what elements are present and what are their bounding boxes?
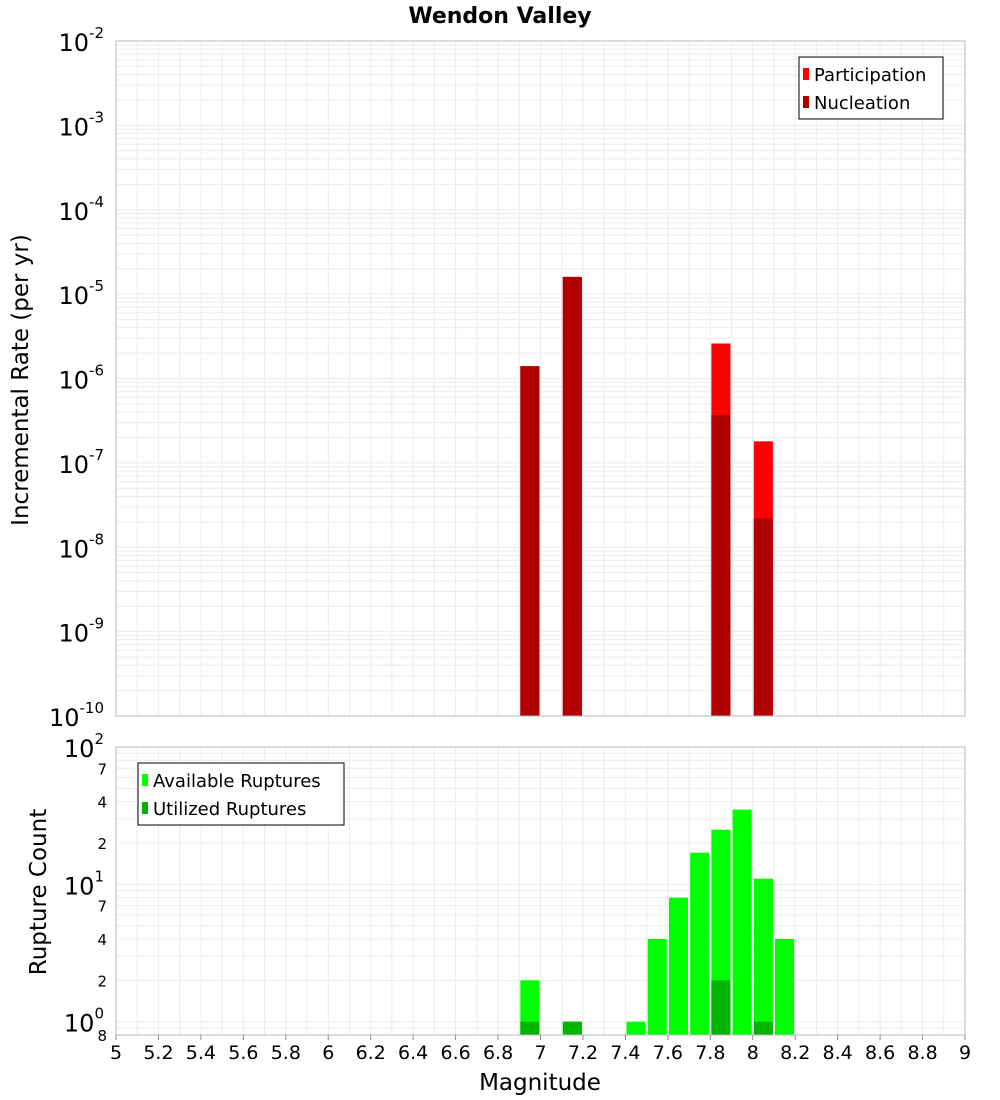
x-tick-label: 6 [322,1042,334,1064]
y-tick-label: 100 [64,1005,104,1038]
rate-plot-frame [115,40,966,717]
rate-y-ticks: 10-10 10-9 10-8 10-7 10-6 10-5 10-4 10-3 10-2 [49,24,104,732]
bar-available-ruptures [626,1021,646,1035]
bar-available-ruptures [732,809,752,1035]
bar-available-ruptures [690,852,710,1035]
bar-utilized-ruptures [753,1021,773,1035]
y-tick-label: 10-9 [58,615,104,648]
bar-nucleation [711,414,731,716]
bar-utilized-ruptures [711,980,731,1035]
x-tick-label: 5.6 [228,1042,258,1064]
legend-swatch [142,802,148,814]
y-tick-label: 4 [97,931,107,949]
bar-nucleation [520,366,540,716]
magnitude-x-ticks: 5 5.2 5.4 5.6 5.8 6 6.2 6.4 6.6 6.8 7 7.2 7.4 7.6 7.8 8… [110,1035,971,1064]
bar-available-ruptures [753,878,773,1035]
legend-label: Participation [814,65,926,86]
y-tick-label: 10-2 [58,24,104,57]
count-plot-bars [520,809,795,1035]
rate-plot-bars [520,276,773,716]
x-tick-label: 8 [747,1042,759,1064]
x-tick-label: 7.6 [653,1042,683,1064]
x-tick-label: 8.8 [907,1042,937,1064]
x-tick-label: 6.4 [398,1042,428,1064]
y-tick-label: 10-6 [58,362,104,395]
x-tick-label: 6.2 [356,1042,386,1064]
count-y-axis-label: Rupture Count [26,809,52,975]
y-tick-label: 4 [97,794,107,812]
magnitude-x-axis-label: Magnitude [479,1070,601,1096]
y-tick-label: 10-3 [58,108,104,141]
legend-label: Nucleation [814,93,910,114]
y-tick-label: 2 [97,972,107,990]
bar-available-ruptures [668,897,689,1035]
x-tick-label: 5.8 [271,1042,301,1064]
bar-nucleation [562,276,582,716]
rate-plot: 10-10 10-9 10-8 10-7 10-6 10-5 10-4 10-3 10-2 In… [8,24,966,732]
count-legend: Available Ruptures Utilized Ruptures [137,762,345,826]
bar-available-ruptures [775,939,795,1035]
x-tick-label: 5 [110,1042,122,1064]
legend-box [798,56,944,120]
y-tick-label: 10-5 [58,277,104,310]
x-tick-label: 8.4 [823,1042,853,1064]
x-tick-label: 6.6 [440,1042,470,1064]
y-tick-label: 10-7 [58,446,104,479]
x-tick-label: 9 [959,1042,971,1064]
x-tick-label: 7.4 [610,1042,640,1064]
rate-legend: Participation Nucleation [798,56,944,120]
x-tick-label: 7.2 [568,1042,598,1064]
bar-utilized-ruptures [520,1021,540,1035]
y-tick-label: 10-10 [49,699,104,732]
chart-title: Wendon Valley [408,4,591,29]
y-tick-label: 7 [97,760,107,778]
x-tick-label: 6.8 [483,1042,513,1064]
y-tick-label: 8 [97,1027,107,1045]
legend-swatch [142,774,148,786]
x-tick-label: 7 [534,1042,546,1064]
y-tick-label: 7 [97,898,107,916]
rate-plot-grid [115,41,966,717]
bar-available-ruptures [647,939,667,1035]
x-tick-label: 5.4 [186,1042,216,1064]
y-tick-label: 2 [97,835,107,853]
x-tick-label: 8.2 [780,1042,810,1064]
legend-label: Utilized Ruptures [153,799,306,820]
bar-utilized-ruptures [562,1021,582,1035]
legend-label: Available Ruptures [153,771,321,792]
y-tick-label: 101 [64,867,104,900]
rate-y-axis-label: Incremental Rate (per yr) [8,234,34,526]
x-tick-label: 8.6 [865,1042,895,1064]
x-tick-label: 7.8 [695,1042,725,1064]
legend-swatch [803,96,809,108]
legend-box [137,762,345,826]
x-tick-label: 5.2 [143,1042,173,1064]
legend-swatch [803,68,809,80]
y-tick-label: 10-4 [58,193,104,226]
bar-nucleation [753,518,773,716]
y-tick-label: 102 [64,730,104,763]
y-tick-label: 10-8 [58,530,104,563]
bar-available-ruptures [520,980,540,1035]
